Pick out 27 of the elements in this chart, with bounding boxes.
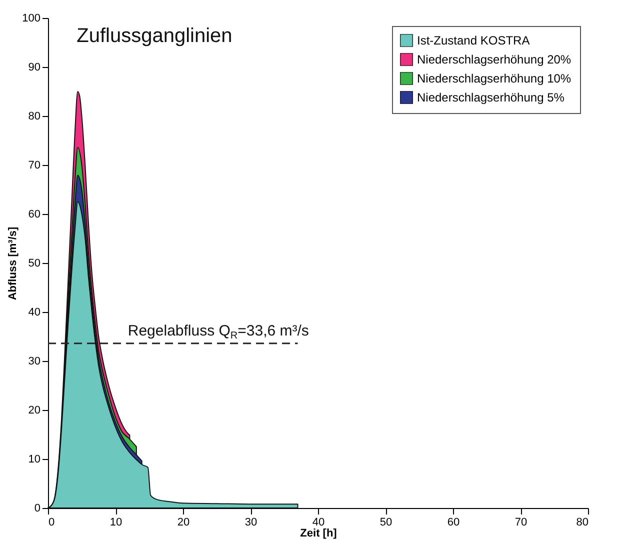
x-tick-label: 20 bbox=[177, 516, 190, 528]
legend-label: Niederschlagserhöhung 5% bbox=[417, 90, 565, 104]
y-axis-title: Abfluss [m³/s] bbox=[7, 226, 20, 300]
y-tick-label: 20 bbox=[28, 404, 40, 416]
x-tick-label: 40 bbox=[312, 516, 325, 528]
y-tick-label: 100 bbox=[22, 12, 40, 24]
y-tick-label: 90 bbox=[28, 62, 40, 74]
chart-title: Zuflussganglinien bbox=[76, 25, 232, 47]
y-tick-label: 10 bbox=[28, 454, 40, 466]
x-tick-label: 30 bbox=[244, 516, 258, 528]
legend-label: Niederschlagserhöhung 10% bbox=[417, 72, 572, 86]
y-tick-label: 40 bbox=[28, 306, 40, 318]
y-tick-label: 60 bbox=[28, 208, 40, 220]
y-tick-label: 80 bbox=[28, 110, 40, 122]
y-tick-label: 70 bbox=[28, 160, 40, 172]
x-axis-title: Zeit [h] bbox=[300, 528, 338, 540]
y-tick-label: 50 bbox=[28, 258, 40, 270]
x-tick-label: 80 bbox=[576, 516, 588, 528]
legend-label: Niederschlagserhöhung 20% bbox=[417, 52, 572, 66]
x-tick-label: 50 bbox=[380, 516, 392, 528]
x-tick-label: 70 bbox=[514, 516, 528, 528]
y-tick-label: 0 bbox=[34, 502, 40, 514]
x-tick-label: 0 bbox=[48, 516, 55, 528]
x-tick-label: 10 bbox=[110, 516, 122, 528]
legend-label: Ist-Zustand KOSTRA bbox=[417, 34, 530, 48]
y-tick-label: 30 bbox=[28, 356, 40, 368]
x-tick-label: 60 bbox=[447, 516, 460, 528]
